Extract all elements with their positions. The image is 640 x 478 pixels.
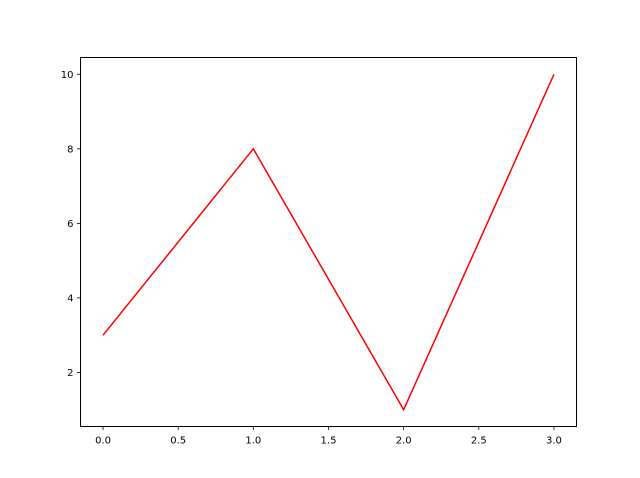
y-tick-label: 6: [67, 219, 73, 230]
x-tick-label: 2.0: [396, 436, 412, 447]
x-tick-label: 3.0: [546, 436, 562, 447]
x-tick-label: 2.5: [471, 436, 487, 447]
x-tick-label: 0.5: [170, 436, 186, 447]
series-line: [102, 73, 555, 412]
x-tick-label: 0.0: [95, 436, 111, 447]
y-tick-label: 10: [61, 70, 74, 81]
y-tick-label: 2: [67, 368, 73, 379]
x-tick-label: 1.5: [321, 436, 337, 447]
axes-frame: [80, 57, 577, 427]
y-tick-label: 8: [67, 144, 73, 155]
x-tick-label: 1.0: [245, 436, 261, 447]
y-tick-label: 4: [67, 293, 73, 304]
